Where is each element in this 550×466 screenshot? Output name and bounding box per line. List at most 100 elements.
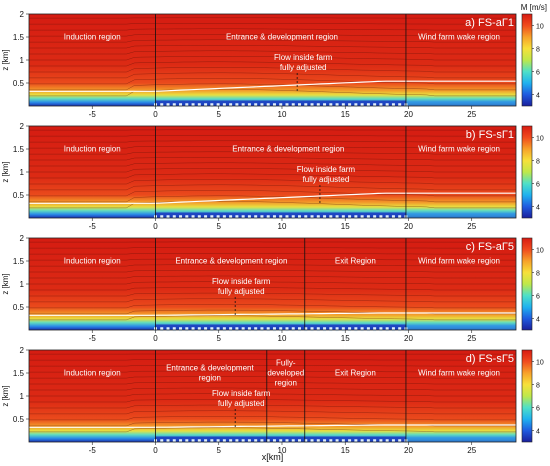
turbine-marker xyxy=(260,103,264,108)
turbine-marker xyxy=(379,439,383,444)
turbine-marker xyxy=(191,103,195,108)
x-tick-label: 10 xyxy=(278,446,287,455)
turbine-marker xyxy=(298,439,302,444)
region-label: Wind farm wake region xyxy=(418,144,500,153)
turbine-marker xyxy=(197,439,201,444)
turbine-marker xyxy=(216,439,220,444)
boundary-layer-line xyxy=(29,80,516,92)
colorbar-tick-label: 8 xyxy=(536,47,540,54)
colorbar-tick-label: 8 xyxy=(536,271,540,278)
x-tick-label: 20 xyxy=(404,334,413,343)
turbine-marker xyxy=(373,439,377,444)
region-label: Entrance & development region xyxy=(166,363,254,382)
panel-3: Induction region Entrance & development r… xyxy=(1,234,544,343)
turbine-marker xyxy=(229,327,233,332)
downstream-wake-band xyxy=(405,214,516,218)
annotation-label: Flow inside farm fully adjusted xyxy=(212,277,271,296)
turbine-marker xyxy=(398,215,402,220)
y-tick-label: 0.5 xyxy=(13,415,25,424)
colorbar-label: M [m/s] xyxy=(521,3,547,12)
turbine-marker xyxy=(172,439,176,444)
turbine-marker xyxy=(210,103,214,108)
turbine-marker xyxy=(341,215,345,220)
turbine-marker xyxy=(298,327,302,332)
colorbar-tick-label: 6 xyxy=(536,406,540,413)
region-label: Induction region xyxy=(64,368,121,377)
turbine-marker xyxy=(235,439,239,444)
turbine-marker xyxy=(348,439,352,444)
boundary-layer-line xyxy=(29,192,516,204)
x-tick-label: -5 xyxy=(89,110,97,119)
turbine-marker xyxy=(379,327,383,332)
turbine-marker xyxy=(366,439,370,444)
streamline xyxy=(29,382,516,385)
turbine-marker xyxy=(373,103,377,108)
turbine-marker xyxy=(391,327,395,332)
y-tick-label: 2 xyxy=(20,122,25,131)
streamline xyxy=(29,365,516,367)
streamline xyxy=(29,281,516,285)
turbine-marker xyxy=(354,327,358,332)
x-tick-label: 0 xyxy=(153,334,158,343)
turbine-marker xyxy=(172,215,176,220)
streamline xyxy=(29,140,516,143)
colorbar-gradient xyxy=(521,237,533,331)
turbine-marker xyxy=(266,215,270,220)
turbine-marker xyxy=(247,439,251,444)
turbine-marker xyxy=(335,327,339,332)
streamline xyxy=(29,370,516,373)
colorbar-tick-label: 4 xyxy=(536,93,540,100)
y-tick-label: 0.5 xyxy=(13,303,25,312)
turbine-marker xyxy=(329,439,333,444)
x-tick-label: 0 xyxy=(153,110,158,119)
turbine-marker xyxy=(348,103,352,108)
colorbar-gradient xyxy=(521,13,533,107)
streamline xyxy=(29,184,516,191)
x-tick-label: 20 xyxy=(404,110,413,119)
streamline xyxy=(29,72,516,79)
streamline xyxy=(29,34,516,37)
x-axis-label: x[km] xyxy=(262,452,284,462)
turbine-marker xyxy=(398,439,402,444)
colorbar-tick-label: 10 xyxy=(536,360,544,367)
turbine-marker xyxy=(166,215,170,220)
turbine-marker xyxy=(185,439,189,444)
streamline xyxy=(29,298,516,303)
colorbar-tick-label: 4 xyxy=(536,317,540,324)
turbine-marker xyxy=(385,327,389,332)
colorbar-tick-label: 8 xyxy=(536,383,540,390)
turbine-marker xyxy=(279,215,283,220)
x-tick-label: 5 xyxy=(217,334,222,343)
turbine-marker xyxy=(272,439,276,444)
streamline xyxy=(29,61,516,67)
streamline xyxy=(29,264,516,267)
turbine-marker xyxy=(241,215,245,220)
turbine-marker xyxy=(391,103,395,108)
colorbar-tick-label: 6 xyxy=(536,294,540,301)
y-tick-label: 2 xyxy=(20,234,25,243)
streamline xyxy=(29,157,516,161)
y-tick-label: 2 xyxy=(20,346,25,355)
streamline xyxy=(29,421,516,427)
region-label: Induction region xyxy=(64,144,121,153)
turbine-marker xyxy=(354,215,358,220)
turbine-marker xyxy=(291,103,295,108)
streamline xyxy=(29,416,516,421)
region-label: Wind farm wake region xyxy=(418,32,500,41)
turbine-marker xyxy=(179,439,183,444)
turbine-marker xyxy=(366,327,370,332)
y-tick-label: 1.5 xyxy=(13,145,25,154)
turbine-marker xyxy=(254,215,258,220)
x-tick-label: 15 xyxy=(341,446,350,455)
turbine-marker xyxy=(172,327,176,332)
turbine-marker xyxy=(179,327,183,332)
streamline xyxy=(29,151,516,155)
region-label: Entrance & development region xyxy=(232,144,344,153)
y-axis-label: z [km] xyxy=(1,273,10,294)
y-tick-label: 0.5 xyxy=(13,191,25,200)
turbine-marker xyxy=(279,103,283,108)
turbine-marker xyxy=(191,439,195,444)
downstream-wake-band xyxy=(405,102,516,106)
turbine-marker xyxy=(241,103,245,108)
x-tick-label: 15 xyxy=(341,110,350,119)
